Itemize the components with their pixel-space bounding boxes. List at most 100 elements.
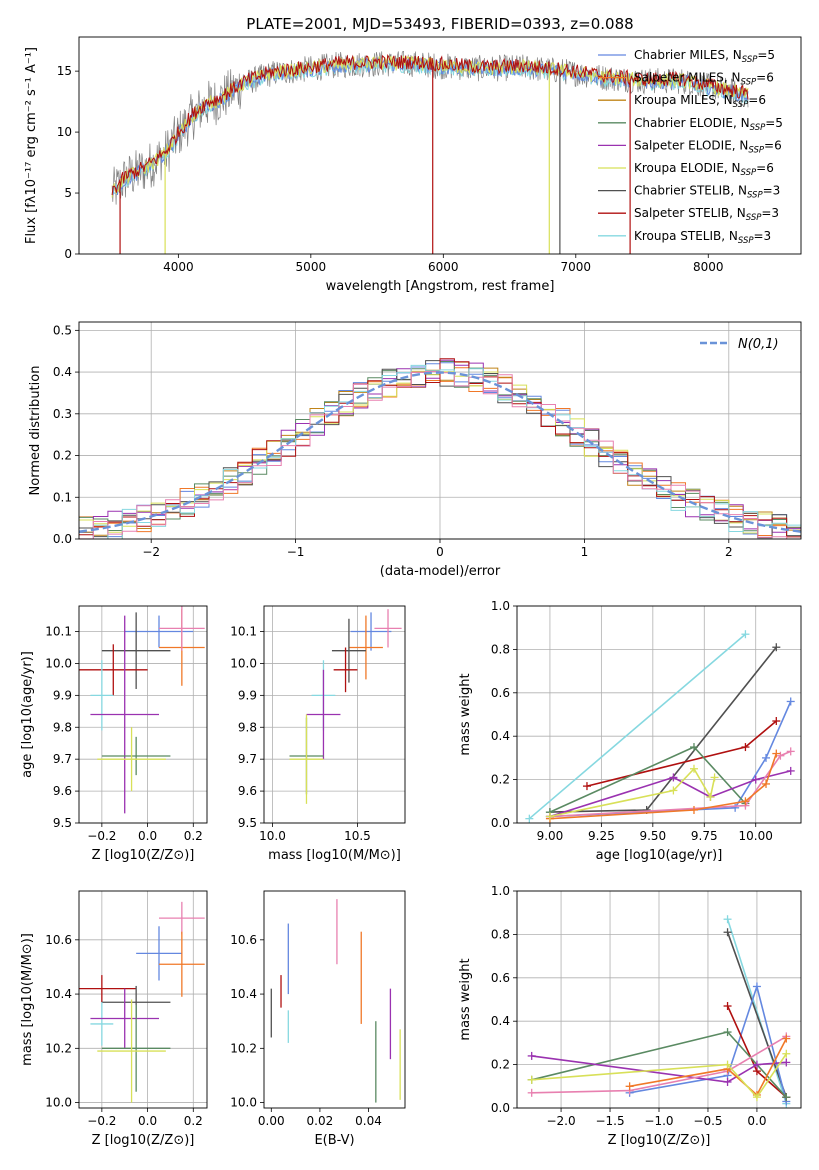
weight-series-line [531,1055,787,1083]
plot-area [525,630,795,823]
legend-label: Salpeter STELIB, NSSP=3 [634,206,779,223]
axes-frame [516,890,802,1109]
weight-series-line [531,1053,787,1099]
y-axis-label: Flux [fλ10⁻¹⁷ erg cm⁻² s⁻¹ A⁻¹] [24,47,39,244]
x-tick-label: 0.04 [355,1114,382,1128]
x-tick-label: −2.0 [546,1114,575,1128]
y-tick-label: 9.8 [53,720,72,734]
y-tick-label: 10.1 [230,625,257,639]
x-tick-label: 0.2 [184,829,203,843]
y-tick-label: 10.1 [45,625,72,639]
panel-age-vs-mass: 10.0 10.5 9.5 9.6 9.7 9.8 9.9 10.0 10.1 mass [log… [230,605,406,863]
model-spectrum [111,56,749,196]
panel-mass-vs-EBV: 0.00 0.02 0.04 10.0 10.2 10.4 10.6 E(B-V) [230,890,406,1148]
axes-frame [516,605,802,824]
plot-area [111,51,749,254]
x-axis-label: mass [log10(M/M⊙)] [268,848,401,863]
x-axis-label: (data-model)/error [380,564,501,579]
y-tick-label: 0.3 [53,407,72,421]
x-tick-label: −0.2 [87,829,116,843]
plot-area [289,609,402,804]
y-tick-label: 9.5 [238,816,257,830]
weight-series-line [726,931,788,1098]
y-tick-label: 0.0 [491,1101,510,1115]
x-tick-label: −0.2 [87,1114,116,1128]
axes-frame [263,890,406,1109]
x-tick-label: 1 [581,545,589,559]
x-tick-label: 9.50 [639,829,666,843]
weight-series-line [549,701,792,818]
legend-label: Chabrier ELODIE, NSSP=5 [634,116,783,133]
y-tick-label: 10.0 [230,656,257,670]
y-tick-label: 10.2 [230,1041,257,1055]
y-tick-label: 0 [64,247,72,261]
x-tick-label: 4000 [163,260,194,274]
y-axis-label: Normed distribution [28,366,43,496]
y-tick-label: 0.2 [53,449,72,463]
x-tick-label: 8000 [693,260,724,274]
y-tick-label: 10.4 [45,987,72,1001]
y-tick-label: 9.8 [238,720,257,734]
x-axis-label: Z [log10(Z/Z⊙)] [92,1133,195,1148]
x-tick-label: 0 [436,545,444,559]
x-tick-label: 6000 [428,260,459,274]
y-tick-label: 0.0 [491,816,510,830]
x-tick-label: 0.02 [307,1114,334,1128]
x-axis-label: E(B-V) [314,1133,354,1148]
y-tick-label: 0.4 [53,365,72,379]
normal-reference-curve [79,371,801,533]
weight-series-line [726,918,788,1104]
weight-series-line [531,1035,787,1094]
plot-area [79,606,205,814]
y-tick-label: 1.0 [491,599,510,613]
y-tick-label: 10.0 [230,1096,257,1110]
panel-age-vs-Z: −0.2 0.0 0.2 9.5 9.6 9.7 9.8 9.9 10.0 10.1 Z [log1… [20,605,208,863]
x-tick-label: −2 [142,545,160,559]
legend-label: N(0,1) [738,337,779,352]
panel-mass-vs-Z: −0.2 0.0 0.2 10.0 10.2 10.4 10.6 Z [log10(Z/Z⊙)… [20,890,208,1148]
x-tick-label: 5000 [296,260,327,274]
panel-spectrum: 4000 5000 6000 7000 8000 0 5 10 15 wavelength [An… [24,36,802,294]
x-axis-label: wavelength [Angstrom, rest frame] [326,279,555,294]
plot-area [527,915,791,1108]
axes-frame [78,321,802,540]
y-tick-label: 5 [64,186,72,200]
y-tick-label: 10.0 [45,656,72,670]
x-tick-label: 9.25 [588,829,615,843]
panel-weight-vs-age: 9.00 9.25 9.50 9.75 10.00 0.0 0.2 0.4 0.6 0.8 1.0 a… [458,599,802,863]
y-tick-label: 0.2 [491,773,510,787]
legend-label: Salpeter ELODIE, NSSP=6 [634,138,782,155]
y-tick-label: 0.6 [491,686,510,700]
x-tick-label: 9.75 [691,829,718,843]
legend-label: Kroupa STELIB, NSSP=3 [634,229,771,246]
x-tick-label: −0.5 [693,1114,722,1128]
y-axis-label: mass weight [458,673,473,755]
axes-frame [78,605,208,824]
y-axis-label: age [log10(age/yr)] [20,651,35,778]
y-tick-label: 0.6 [491,971,510,985]
y-tick-label: 9.9 [53,688,72,702]
legend-label: Chabrier STELIB, NSSP=3 [634,184,780,201]
y-tick-label: 15 [57,64,72,78]
x-tick-label: 0.0 [138,829,157,843]
axes-frame [263,605,406,824]
panel-weight-vs-Z: −2.0 −1.5 −1.0 −0.5 0.0 0.0 0.2 0.4 0.6 0.8 1.0 Z [… [458,884,802,1148]
x-axis-label: Z [log10(Z/Z⊙)] [608,1133,711,1148]
x-tick-label: 10.0 [259,829,286,843]
y-tick-label: 9.5 [53,816,72,830]
y-tick-label: 10.0 [45,1096,72,1110]
y-tick-label: 0.4 [491,1014,510,1028]
legend-label: Kroupa MILES, NSSP=6 [634,93,766,110]
y-tick-label: 0.8 [491,927,510,941]
y-axis-label: mass [log10(M/M⊙)] [20,933,35,1066]
x-tick-label: 10.00 [739,829,773,843]
x-tick-label: 2 [725,545,733,559]
axes-frame [78,890,208,1109]
y-tick-label: 10.4 [230,987,257,1001]
plot-area [79,358,801,539]
x-tick-label: 7000 [561,260,592,274]
observed-spectrum [111,51,749,205]
x-tick-label: 9.00 [537,829,564,843]
y-axis-label: mass weight [458,958,473,1040]
